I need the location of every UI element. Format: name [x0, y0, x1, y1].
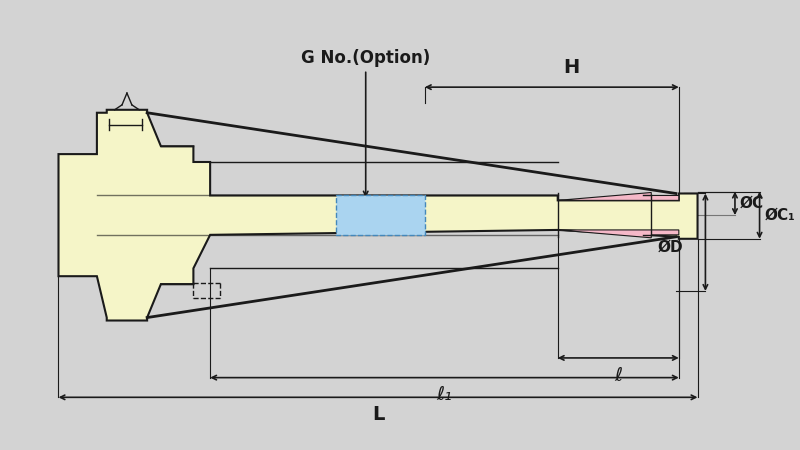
- Text: G No.(Option): G No.(Option): [301, 49, 430, 67]
- Text: L: L: [372, 405, 384, 424]
- Text: ØC₁: ØC₁: [765, 207, 795, 223]
- Polygon shape: [58, 110, 698, 320]
- Text: ℓ₁: ℓ₁: [437, 386, 453, 405]
- Text: ØD: ØD: [658, 239, 684, 254]
- Polygon shape: [558, 230, 679, 238]
- Text: ℓ: ℓ: [614, 366, 622, 385]
- Text: H: H: [563, 58, 580, 77]
- Text: ØC: ØC: [740, 196, 764, 211]
- Polygon shape: [336, 195, 425, 235]
- Polygon shape: [558, 193, 679, 200]
